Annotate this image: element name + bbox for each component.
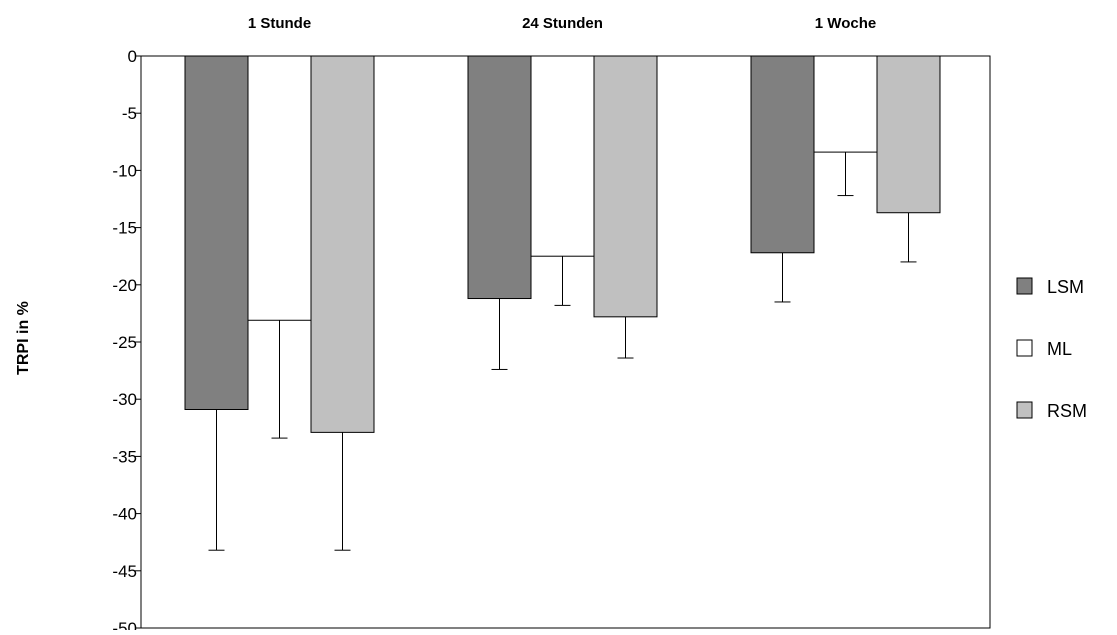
y-tick-label: -20 [112,276,137,295]
legend-swatch-ml [1016,339,1033,357]
legend-swatch-lsm [1016,277,1033,295]
y-tick-label: -10 [112,161,137,180]
bar-lsm [467,55,532,300]
y-axis-label: TRPI in % [15,301,32,375]
bar-lsm [184,55,249,410]
category-label: 1 Woche [815,15,876,32]
y-tick-label: -50 [112,619,137,630]
y-tick-label: -25 [112,333,137,352]
legend-label-ml: ML [1047,339,1072,359]
legend-label-rsm: RSM [1047,401,1087,421]
bar-rsm [593,55,658,318]
y-tick-label: -40 [112,505,137,524]
category-label: 24 Stunden [522,15,603,32]
legend-label-lsm: LSM [1047,277,1084,297]
y-tick-label: -45 [112,562,137,581]
y-tick-label: -30 [112,390,137,409]
y-tick-label: -5 [122,104,137,123]
legend-swatch-rsm [1016,401,1033,419]
bar-ml [530,55,595,257]
y-tick-label: 0 [128,47,137,66]
bar-rsm [310,55,375,433]
y-tick-label: -15 [112,219,137,238]
y-tick-label: -35 [112,447,137,466]
legend: LSM ML RSM [1016,277,1087,421]
bar-rsm [876,55,941,214]
category-label: 1 Stunde [248,15,311,32]
bar-ml [247,55,312,321]
bar-lsm [750,55,815,254]
bar-ml [813,55,878,153]
plot-area: 0 -5 -10 -15 -20 -25 -30 -35 -40 -45 -50 1 Stunde 24… [112,15,991,635]
